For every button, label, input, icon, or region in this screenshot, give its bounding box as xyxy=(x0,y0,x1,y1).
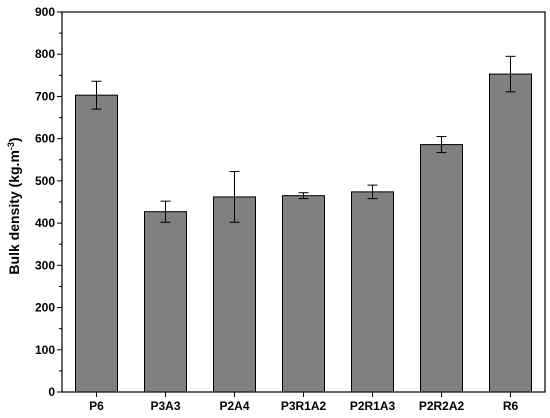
x-tick-label: P2R1A3 xyxy=(350,399,396,413)
y-tick-label: 200 xyxy=(35,301,55,315)
x-tick-label: P3A3 xyxy=(150,399,180,413)
error-bars xyxy=(91,55,516,223)
bar-p2a4 xyxy=(213,196,256,393)
y-tick-label: 900 xyxy=(35,5,55,19)
bar-p6 xyxy=(75,94,118,393)
y-tick-label: 500 xyxy=(35,174,55,188)
y-ticks: 0 100 200 300 400 500 600 700 800 900 xyxy=(35,5,62,399)
y-tick-label: 800 xyxy=(35,47,55,61)
y-tick-label: 0 xyxy=(48,385,55,399)
y-axis-title-close: ) xyxy=(6,137,22,142)
y-axis-title: Bulk density (kg.m-3) xyxy=(6,137,22,274)
x-ticks: P6 P3A3 P2A4 P3R1A2 P2R1A3 P2R2A2 R6 xyxy=(89,392,518,413)
y-axis-title-sup: -3 xyxy=(6,142,16,150)
y-tick-label: 700 xyxy=(35,89,55,103)
x-tick-label: P2R2A2 xyxy=(419,399,465,413)
y-tick-label: 400 xyxy=(35,216,55,230)
x-tick-label: P2A4 xyxy=(219,399,249,413)
bar-r6 xyxy=(489,73,532,393)
y-tick-label: 600 xyxy=(35,132,55,146)
y-axis-title-main: Bulk density (kg.m xyxy=(6,150,22,274)
x-tick-label: P6 xyxy=(89,399,104,413)
bars xyxy=(75,73,532,393)
y-tick-label: 300 xyxy=(35,258,55,272)
bar-p3r1a2 xyxy=(282,195,325,393)
bar-p2r2a2 xyxy=(420,144,463,393)
x-tick-label: P3R1A2 xyxy=(281,399,327,413)
y-tick-label: 100 xyxy=(35,343,55,357)
x-tick-label: R6 xyxy=(503,399,519,413)
bar-p3a3 xyxy=(144,211,187,393)
bar-p2r1a3 xyxy=(351,191,394,393)
